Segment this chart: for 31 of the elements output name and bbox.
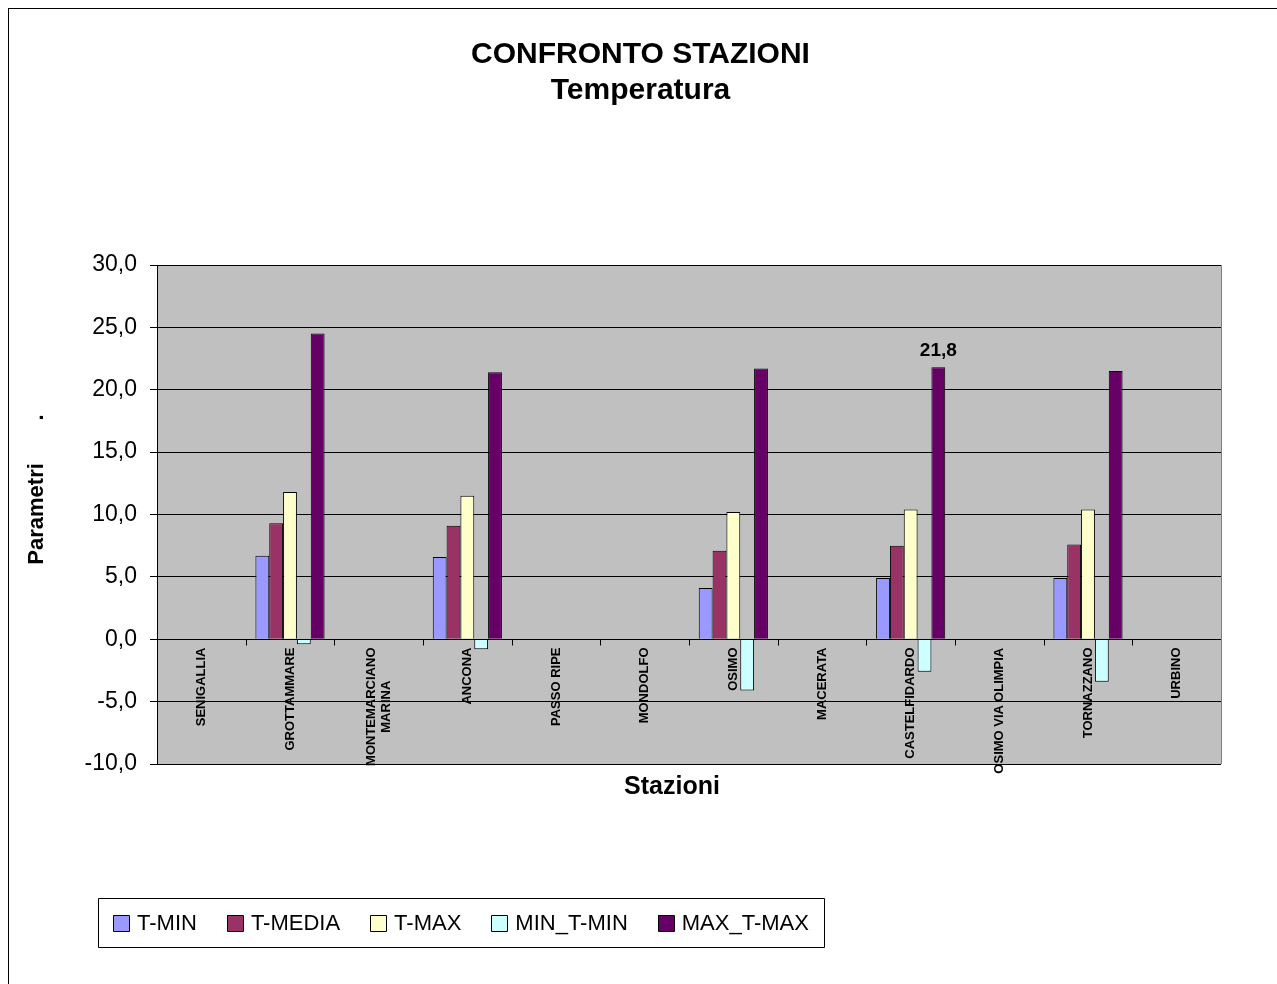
y-tick-label: 0,0 — [105, 624, 137, 651]
x-tick-label: TORNAZZANO — [1079, 647, 1095, 739]
legend-label: T-MAX — [394, 909, 462, 935]
y-tick-label: 20,0 — [92, 375, 137, 402]
chart-subtitle: Temperatura — [550, 72, 731, 106]
legend-label: T-MIN — [137, 909, 197, 935]
y-tick-label: -5,0 — [97, 686, 137, 713]
x-tick-label: GROTTAMMARE — [281, 647, 297, 751]
x-tick-label: MONTEMARCIANO MARINA — [362, 647, 393, 766]
x-tick-label: PASSO RIPE — [547, 647, 563, 727]
y-tick-label: 25,0 — [92, 312, 137, 339]
x-tick-label: SENIGALLIA — [192, 646, 208, 727]
y-axis-title: Parametri . — [23, 414, 49, 565]
x-tick-label: MONDOLFO — [636, 647, 652, 724]
legend-label: MAX_T-MAX — [681, 909, 810, 935]
x-axis-title: Stazioni — [624, 770, 720, 799]
y-tick-label: 5,0 — [105, 562, 137, 589]
x-tick-label: CASTELFIDARDO — [902, 647, 918, 759]
x-tick-label: ANCONA — [458, 646, 474, 705]
legend-label: MIN_T-MIN — [515, 909, 628, 935]
legend-label: T-MEDIA — [250, 909, 341, 935]
x-tick-label: MACERATA — [813, 646, 829, 720]
x-tick-label: OSIMO — [724, 647, 740, 691]
y-tick-label: 10,0 — [92, 499, 137, 526]
y-tick-label: -10,0 — [84, 749, 137, 776]
y-tick-label: 30,0 — [92, 250, 137, 277]
y-tick-label: 15,0 — [92, 437, 137, 464]
x-tick-label: OSIMO VIA OLIMPIA — [990, 647, 1006, 774]
data-label: 21,8 — [919, 339, 957, 361]
chart-title: CONFRONTO STAZIONI — [471, 36, 810, 70]
x-tick-label: URBINO — [1168, 647, 1184, 699]
